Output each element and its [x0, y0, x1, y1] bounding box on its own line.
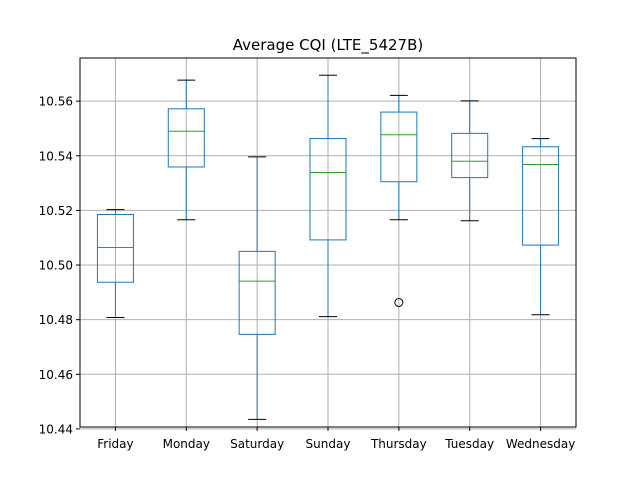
box-wednesday — [522, 138, 560, 316]
y-tick-label: 10.44 — [39, 422, 73, 436]
box-friday — [96, 209, 134, 318]
x-axis: Friday Monday Saturday Sunday Thursday Tuesda… — [97, 427, 575, 451]
y-tick-label: 10.46 — [39, 368, 73, 382]
x-tick-label-saturday: Saturday — [230, 437, 284, 451]
box-tuesday — [451, 100, 489, 222]
box-sunday — [309, 74, 347, 318]
box-thursday — [380, 94, 418, 307]
x-tick-label-monday: Monday — [163, 437, 210, 451]
iqr-box — [451, 132, 489, 179]
x-tick-label-friday: Friday — [97, 437, 133, 451]
iqr-box — [96, 214, 134, 283]
iqr-box — [309, 138, 347, 241]
y-tick-label: 10.56 — [39, 95, 73, 109]
x-tick-label-tuesday: Tuesday — [444, 437, 494, 451]
outlier-point — [394, 297, 404, 307]
x-tick-label-sunday: Sunday — [306, 437, 351, 451]
iqr-box — [522, 146, 560, 246]
y-tick-label: 10.54 — [39, 149, 73, 163]
x-tick-label-wednesday: Wednesday — [506, 437, 575, 451]
iqr-box — [380, 111, 418, 183]
chart-title: Average CQI (LTE_5427B) — [233, 36, 423, 55]
y-tick-label: 10.48 — [39, 313, 73, 327]
iqr-box — [238, 250, 276, 335]
iqr-box — [167, 108, 205, 168]
boxes-layer — [96, 74, 560, 420]
y-tick-label: 10.52 — [39, 204, 73, 218]
x-tick-label-thursday: Thursday — [370, 437, 427, 451]
y-tick-label: 10.50 — [39, 259, 73, 273]
box-saturday — [238, 156, 276, 420]
y-axis: 10.44 10.46 10.48 10.50 10.52 10.54 10.56 — [39, 95, 80, 436]
box-monday — [167, 79, 205, 221]
